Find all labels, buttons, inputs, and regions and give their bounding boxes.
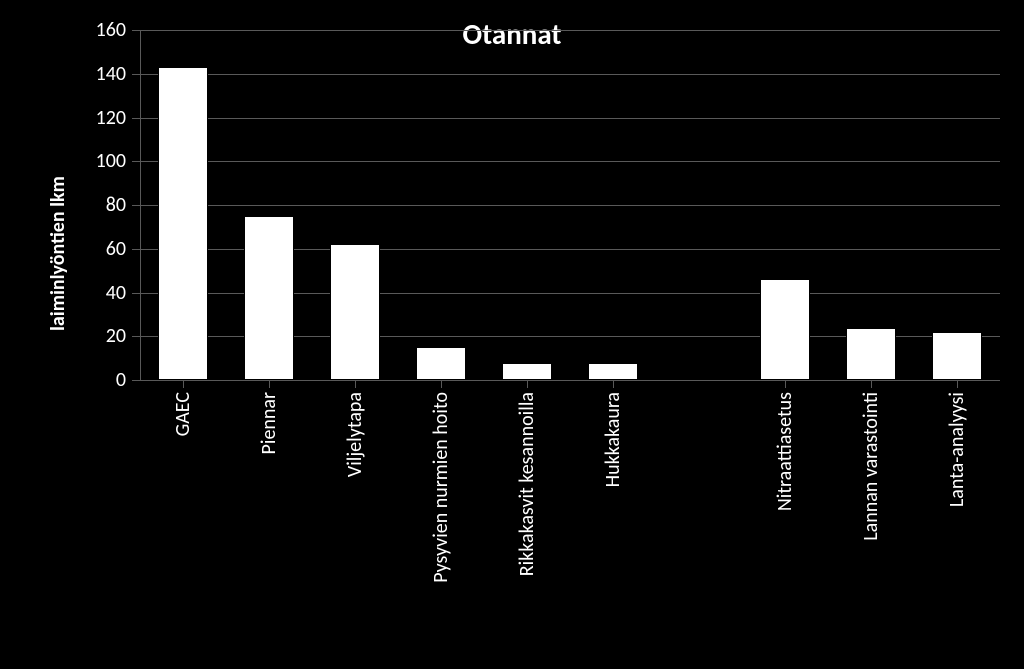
bar xyxy=(760,279,810,380)
bar xyxy=(330,244,380,380)
x-tick-mark xyxy=(871,380,872,388)
bar xyxy=(416,347,466,380)
y-tick-mark xyxy=(132,336,140,337)
x-tick-label: GAEC xyxy=(170,392,196,669)
x-tick-mark xyxy=(183,380,184,388)
x-tick-mark xyxy=(355,380,356,388)
bar xyxy=(846,328,896,381)
y-tick-label: 100 xyxy=(80,149,126,173)
bar-chart: Otannat laiminlyöntien lkm 0204060801001… xyxy=(0,0,1024,669)
y-axis-line xyxy=(140,30,141,380)
y-tick-label: 120 xyxy=(80,106,126,130)
y-tick-mark xyxy=(132,161,140,162)
x-tick-label: Viljelytapa xyxy=(342,392,368,669)
x-tick-mark xyxy=(527,380,528,388)
x-tick-mark xyxy=(957,380,958,388)
gridline xyxy=(140,74,1000,75)
gridline xyxy=(140,205,1000,206)
x-tick-label: Lanta-analyysi xyxy=(944,392,970,669)
y-tick-mark xyxy=(132,249,140,250)
x-tick-label: Rikkakasvit kesannoilla xyxy=(514,392,540,669)
gridline xyxy=(140,161,1000,162)
y-tick-label: 160 xyxy=(80,18,126,42)
y-tick-mark xyxy=(132,118,140,119)
y-tick-label: 60 xyxy=(80,237,126,261)
x-tick-label: Lannan varastointi xyxy=(858,392,884,669)
y-tick-label: 20 xyxy=(80,324,126,348)
bar xyxy=(158,67,208,380)
y-axis-label: laiminlyöntien lkm xyxy=(46,176,70,331)
gridline xyxy=(140,30,1000,31)
bar xyxy=(244,216,294,380)
y-tick-mark xyxy=(132,380,140,381)
x-tick-mark xyxy=(613,380,614,388)
x-tick-label: Hukkakaura xyxy=(600,392,626,669)
x-tick-label: Pysyvien nurmien hoito xyxy=(428,392,454,669)
bar xyxy=(502,363,552,381)
bar xyxy=(932,332,982,380)
plot-area xyxy=(140,30,1000,380)
x-tick-mark xyxy=(785,380,786,388)
y-tick-label: 80 xyxy=(80,193,126,217)
x-tick-label: Nitraattiasetus xyxy=(772,392,798,669)
y-tick-label: 0 xyxy=(80,368,126,392)
x-tick-label: Piennar xyxy=(256,392,282,669)
y-tick-mark xyxy=(132,74,140,75)
bar xyxy=(588,363,638,381)
y-tick-label: 40 xyxy=(80,281,126,305)
y-tick-mark xyxy=(132,205,140,206)
x-tick-mark xyxy=(441,380,442,388)
y-tick-mark xyxy=(132,30,140,31)
gridline xyxy=(140,118,1000,119)
y-tick-label: 140 xyxy=(80,62,126,86)
y-tick-mark xyxy=(132,293,140,294)
x-tick-mark xyxy=(269,380,270,388)
x-axis-line xyxy=(140,380,1000,381)
